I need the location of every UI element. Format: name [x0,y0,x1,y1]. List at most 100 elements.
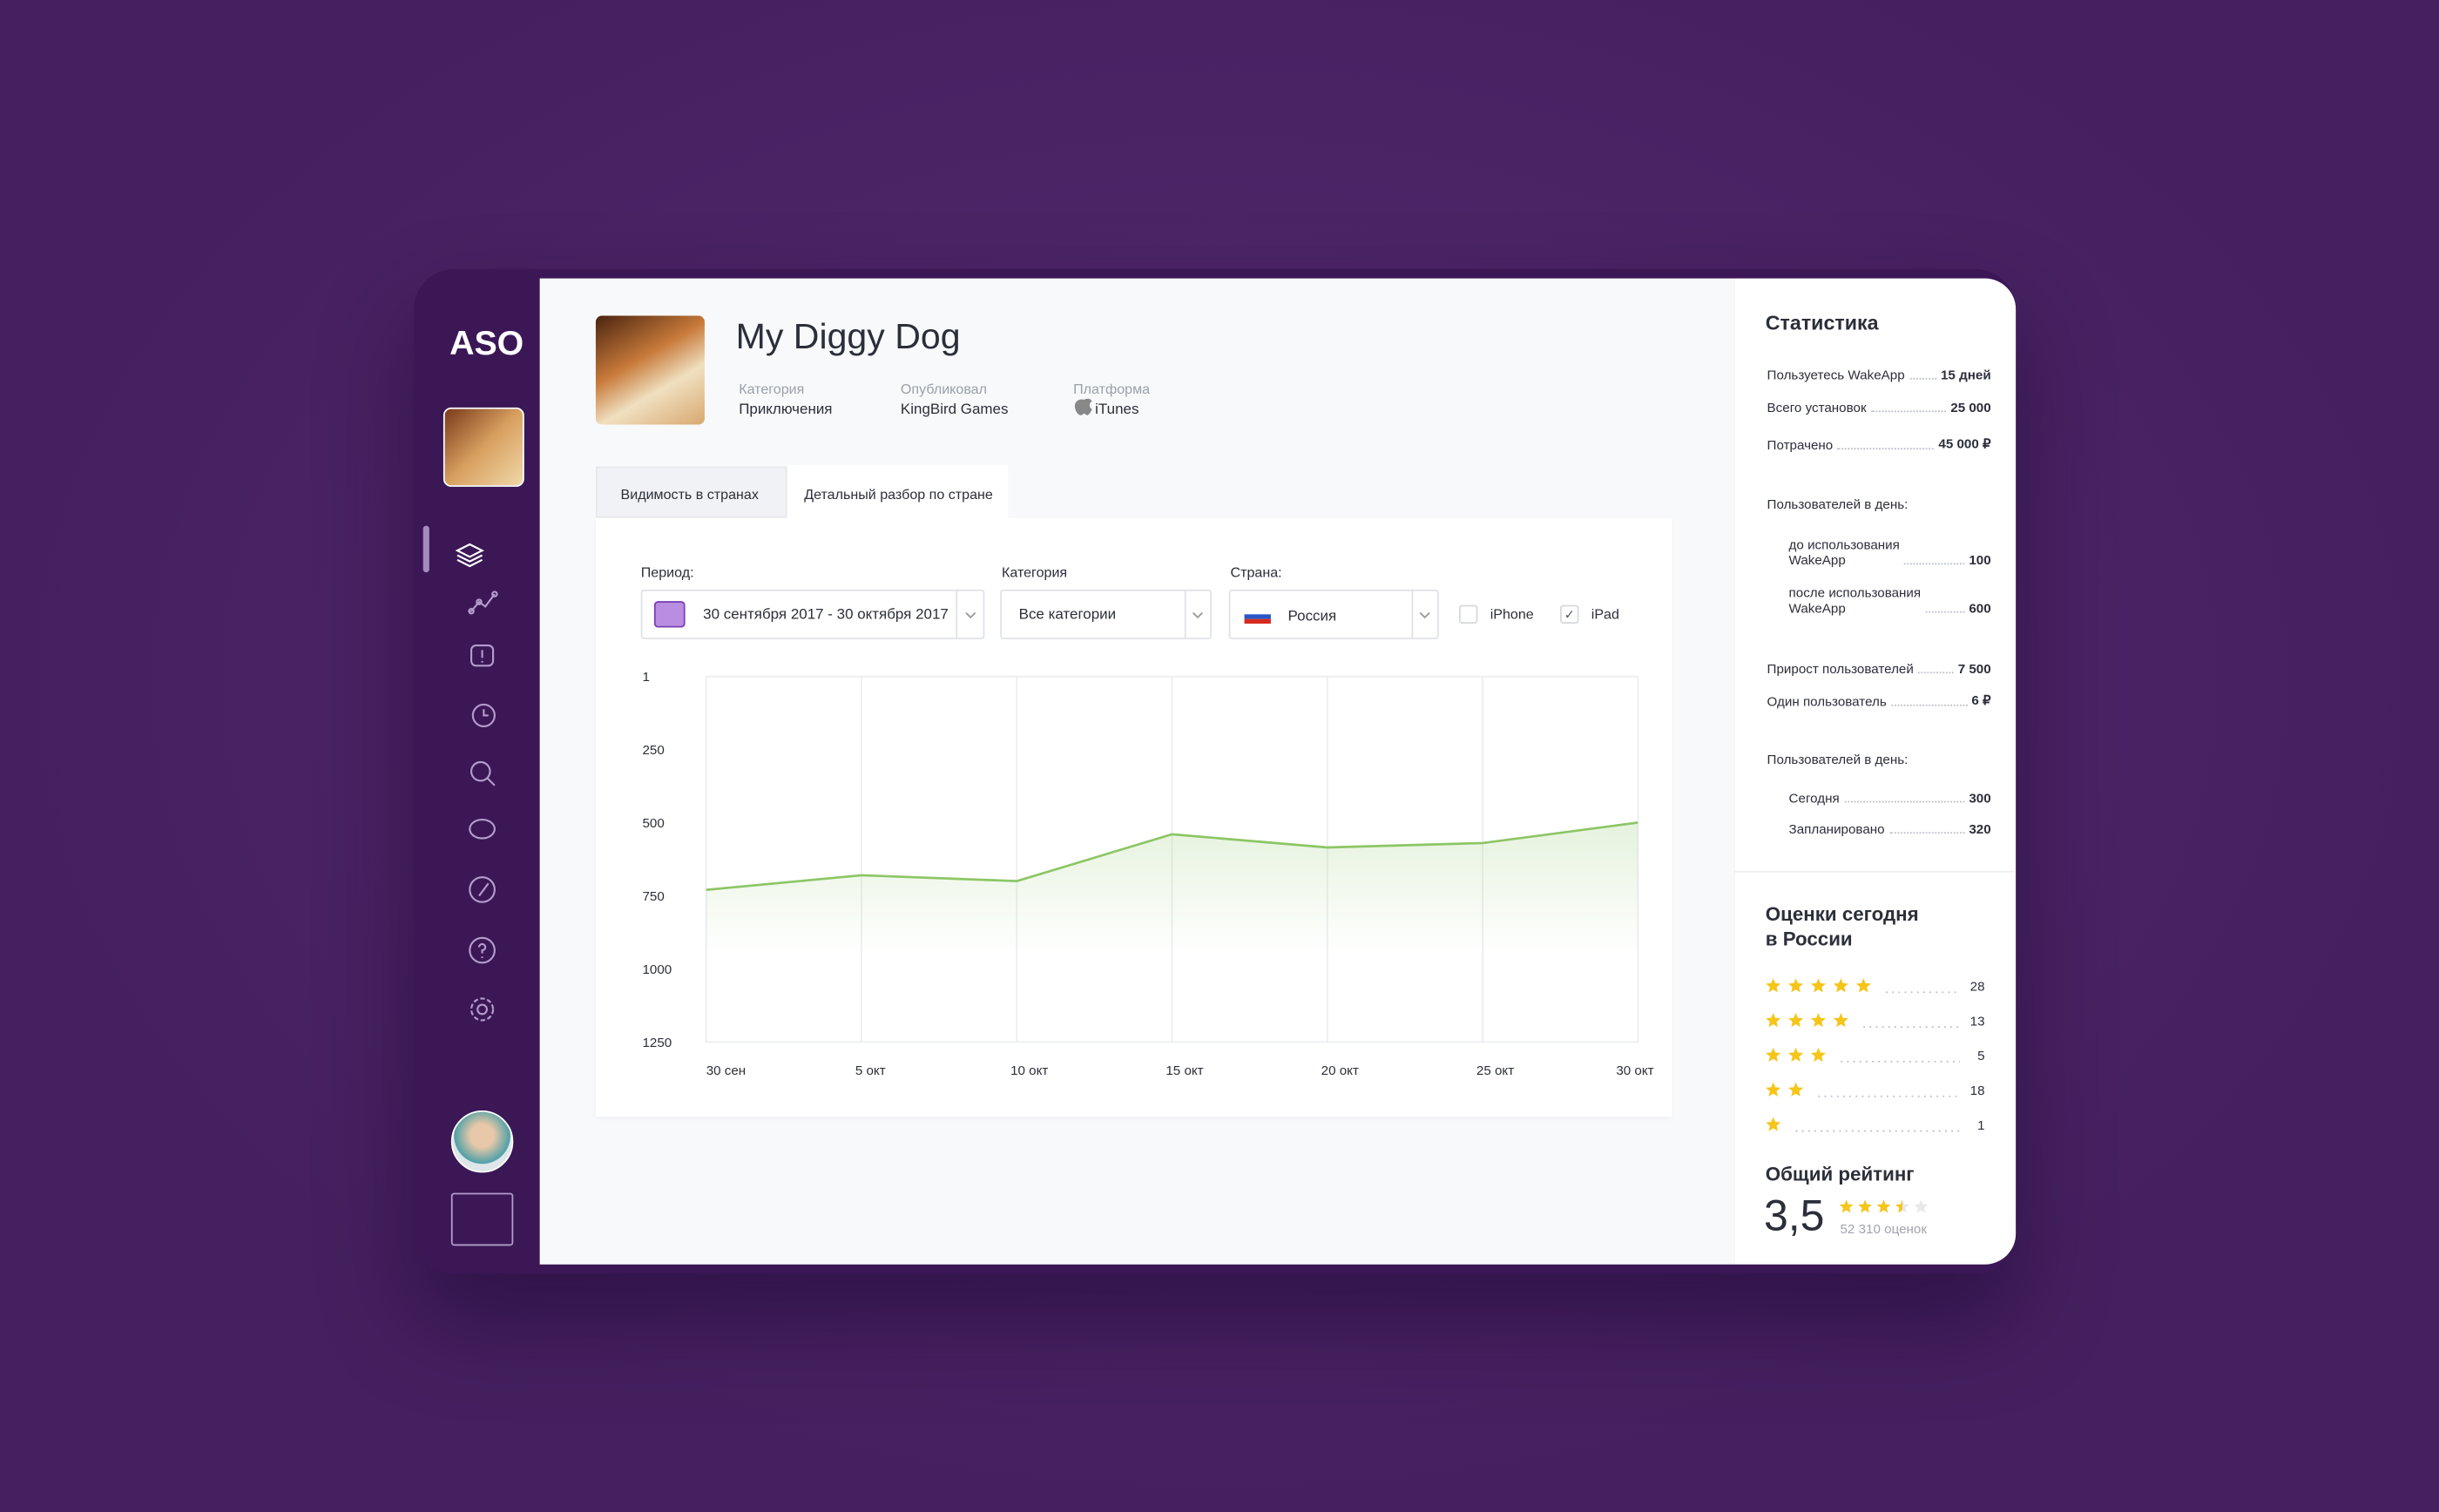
stat-row: Запланировано 320 [1789,821,1991,837]
rating-star [1788,978,1804,993]
nav-search[interactable] [470,760,496,786]
filter-label: Период: [640,564,694,581]
country-value: Россия [1287,608,1337,625]
nav-help[interactable] [469,936,496,964]
rating-star [1766,1082,1781,1097]
wallet-button[interactable] [450,1192,514,1246]
filter-label: Страна: [1230,564,1282,581]
nav-settings[interactable] [470,997,495,1022]
y-tick-label: 1250 [642,1036,672,1050]
leader [1837,448,1935,450]
stat-label: до использования WakeApp [1788,537,1900,568]
user-avatar[interactable] [450,1110,514,1173]
rating-star [1810,1013,1826,1028]
y-tick-label: 1000 [642,962,672,977]
rating-star [1810,1047,1826,1063]
nav-compass[interactable] [469,876,496,903]
stats-panel [1734,278,2017,1265]
stats-heading: Пользователей в день: [1767,496,1909,512]
nav-chat[interactable] [469,818,496,840]
overall-rating: 3,5 [1763,1191,1825,1240]
ratings-title: Оценки сегодня в России [1765,903,1919,951]
stat-label: Потрачено [1767,436,1834,453]
flag [1244,608,1271,615]
rating-star [1788,1047,1804,1063]
stat-value: 15 дней [1940,367,1991,383]
stat-row: Пользуетесь WakeApp 15 дней [1767,367,1991,382]
y-tick-label: 750 [642,889,664,904]
checkbox[interactable] [1458,604,1478,624]
tab-active[interactable] [787,464,1009,520]
meta-value: iTunes [1095,401,1139,419]
nav-alert[interactable] [470,644,495,667]
rating-count: 28 [1970,979,1985,994]
x-tick-label: 15 окт [1165,1063,1203,1078]
rating-star [1788,1013,1804,1028]
filter-label: Категория [1001,564,1068,581]
leader [1904,563,1965,565]
nav-layers[interactable] [455,543,484,568]
stat-value: 100 [1969,551,1991,568]
checkbox[interactable]: ✓ [1560,604,1579,624]
leader [1909,377,1936,380]
rating-count: 13 [1970,1014,1985,1029]
stats-title: Статистика [1765,311,1879,334]
stat-row: после использования WakeApp 600 [1789,584,1991,616]
meta-label: Категория [739,381,805,397]
overall-star [1895,1199,1902,1213]
rating-star [1766,1117,1781,1131]
overall-star [1858,1199,1872,1213]
category-select[interactable] [1000,589,1213,639]
stat-value: 6 ₽ [1971,692,1991,708]
leader [1870,410,1946,413]
stat-value: 600 [1969,600,1991,617]
nav-history[interactable] [471,703,496,727]
rating-star [1833,1013,1848,1028]
chevrons [965,611,1430,619]
meta-value: Приключения [739,401,833,419]
stat-value: 7 500 [1957,660,1991,677]
stat-label: Сегодня [1788,790,1840,806]
stat-row: Прирост пользователей 7 500 [1767,661,1991,677]
stats-heading: Пользователей в день: [1767,751,1909,767]
meta-label: Опубликовал [900,381,988,397]
apple-icon [1074,398,1092,415]
leader [1888,832,1965,834]
period-value: 30 сентября 2017 - 30 октября 2017 [703,606,949,624]
meta-value: KingBird Games [900,401,1009,419]
rating-count: 1 [1977,1118,1984,1133]
stat-value: 45 000 ₽ [1938,435,1991,451]
rating-star [1833,978,1848,993]
stat-row: Всего установок 25 000 [1767,400,1991,415]
votes: 52 310 оценок [1840,1220,1928,1237]
nav-chart[interactable] [468,591,498,615]
stat-value: 300 [1969,790,1991,806]
overall-title: Общий рейтинг [1765,1163,1915,1185]
meta-label: Платформа [1073,381,1151,397]
period-select[interactable] [640,589,985,639]
checkbox-label: iPhone [1490,606,1534,623]
x-tick-label: 30 сен [706,1063,746,1078]
rating-star [1788,1082,1804,1097]
stat-label: Пользуетесь WakeApp [1767,367,1905,383]
overall-star [1839,1199,1854,1213]
calendar-icon [653,601,686,628]
stat-row: до использования WakeApp 100 [1789,537,1991,568]
line [706,821,1638,892]
x-tick-label: 5 окт [855,1063,886,1078]
divider [1734,870,2015,873]
stat-value: 320 [1969,820,1991,837]
stat-label: Всего установок [1767,399,1867,415]
y-tick-label: 250 [642,743,664,758]
logo: ASO [449,323,524,363]
checkbox-label: iPad [1591,606,1619,623]
tab[interactable] [595,466,787,518]
rating-star [1810,978,1826,993]
leader [1891,704,1968,706]
y-tick-label: 500 [642,816,664,831]
app-thumb[interactable] [443,407,524,487]
app-icon [595,315,705,425]
